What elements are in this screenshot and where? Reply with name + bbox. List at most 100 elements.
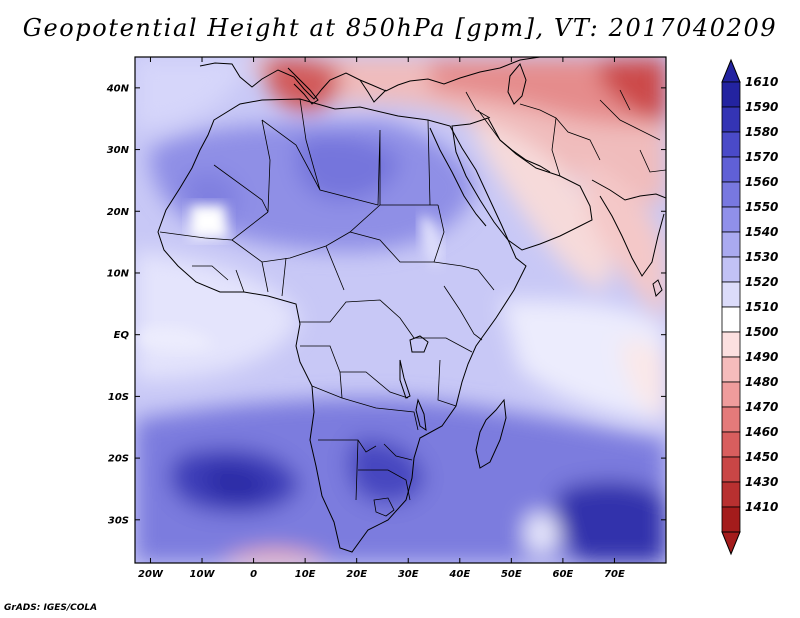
field-mali-pale [190,205,228,238]
madagascar-coast [475,398,507,469]
field-southindian-high [556,481,666,563]
map-title: Geopotential Height at 850hPa [gpm], VT:… [22,14,778,42]
colorbar-label: 1590 [745,100,778,114]
field-eq-noise [140,325,215,352]
borders-westcoast [192,257,287,297]
lake-malawi [415,398,427,432]
india-coast [591,179,666,277]
y-tick-label: 10S [108,392,129,403]
x-tick-label: 30E [398,569,419,580]
y-tick-label: 40N [106,83,130,94]
field-bottom-red [220,549,330,563]
colorbar-swatch [721,381,741,408]
colorbar: 1610 1590 1580 1570 1560 1550 1540 1530 1520 1510… [721,58,778,556]
borders-south [311,385,419,517]
colorbar-label: 1560 [745,175,778,189]
x-tick-label: 10E [295,569,316,580]
caspian-coast [507,63,527,105]
x-tick-label: 0 [250,569,257,580]
colorbar-swatch [721,481,741,508]
x-tick-label: 70E [604,569,625,580]
field-southafrica-high [348,439,425,504]
y-tick-label: 30S [108,515,129,526]
colorbar-swatch [721,256,741,283]
lake-tanganyika [399,359,411,399]
italy-coast [287,67,319,105]
y-tick-label: 10N [107,268,130,279]
europe-coast [199,57,541,100]
plot-frame [134,56,667,564]
coastlines [157,57,666,553]
colorbar-swatch [721,456,741,483]
colorbar-swatch [721,231,741,258]
field-westatl-pale [135,57,250,130]
lake-victoria [409,335,429,353]
y-tick-label: 20S [108,454,129,465]
colorbar-swatch [721,406,741,433]
y-axis: 40N 30N 20N 10N EQ 10S 20S 30S [106,83,666,526]
persian-gulf [499,139,551,173]
colorbar-label: 1430 [745,475,778,489]
colorbar-label: 1570 [745,150,778,164]
colorbar-swatch [721,81,741,108]
redsea-coast [429,127,487,227]
africa-coastline [157,98,527,553]
country-borders [159,89,666,517]
colorbar-swatch [721,356,741,383]
colorbar-swatch [721,331,741,358]
x-tick-label: 40E [448,569,470,580]
colorbar-swatch [721,281,741,308]
colorbar-swatch [721,506,741,533]
field-sudan-pale [420,215,442,266]
colorbar-label: 1480 [745,375,778,389]
colorbar-label: 1460 [745,425,778,439]
field-mascarene-pale [525,512,560,554]
field-med-low [264,57,341,112]
field-southatl-core [205,465,268,502]
colorbar-top-arrow [721,58,741,83]
colorbar-swatch [721,206,741,233]
x-tick-label: 20W [138,569,164,580]
borders-mideast [465,89,666,177]
colorbar-bottom-arrow [721,531,741,556]
y-tick-label: 30N [107,145,130,156]
colorbar-label: 1580 [745,125,778,139]
colorbar-label: 1470 [745,400,778,414]
x-tick-label: 20E [346,569,367,580]
field-indocean-pale [500,300,666,420]
colorbar-swatch [721,106,741,133]
field-sahara-core [297,136,400,200]
srilanka-coast [652,279,663,297]
y-tick-label: 20N [107,207,130,218]
colorbar-label: 1410 [745,500,778,514]
colorbar-label: 1450 [745,450,778,464]
credit-text: GrADS: IGES/COLA [4,603,98,613]
field-india-pink [580,160,666,320]
colorbar-swatch [721,156,741,183]
colorbar-swatch [721,431,741,458]
x-tick-label: 50E [501,569,522,580]
colorbar-label: 1550 [745,200,778,214]
colorbar-label: 1510 [745,300,778,314]
colorbar-label: 1490 [745,350,778,364]
borders-central [300,299,415,399]
y-tick-label: EQ [114,330,130,341]
x-tick-label: 60E [553,569,574,580]
colorbar-label: 1540 [745,225,778,239]
borders-sahel [159,204,445,291]
colorbar-label: 1520 [745,275,778,289]
field-arabia-pink [470,120,611,290]
x-axis: 20W 10W 0 10E 20E 30E 40E 50E 60E 70E [138,57,625,580]
height-field [135,57,666,563]
field-asia-low [600,58,666,125]
colorbar-label: 1610 [745,75,778,89]
colorbar-label: 1500 [745,325,778,339]
colorbar-swatch [721,131,741,158]
colorbar-label: 1530 [745,250,778,264]
borders-east [414,261,495,407]
field-eastindian-pink [620,340,666,420]
colorbar-swatch [721,306,741,333]
x-tick-label: 10W [190,569,216,580]
greece-coast [359,79,387,103]
